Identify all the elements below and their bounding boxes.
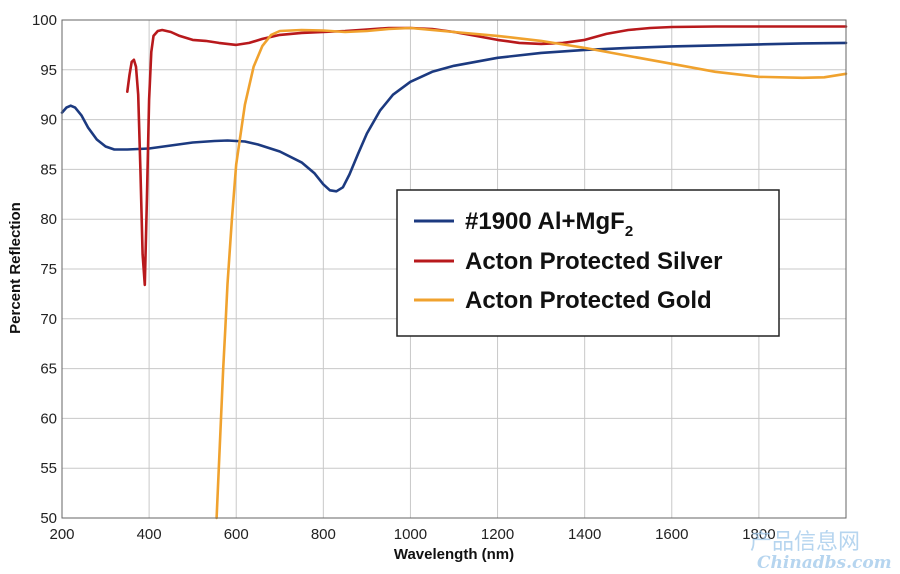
watermark-site: Chinadbs.com	[757, 553, 892, 573]
series-line-protected-gold	[215, 26, 848, 520]
y-tick-label: 90	[40, 112, 57, 129]
legend-label-al-mgf2: #1900 Al+MgF2	[465, 208, 633, 240]
x-tick-label: 800	[311, 526, 336, 543]
y-tick-label: 85	[40, 161, 57, 178]
y-tick-label: 65	[40, 361, 57, 378]
x-tick-label: 1600	[655, 526, 688, 543]
series-line-al-mgf2	[60, 41, 848, 193]
y-tick-label: 50	[40, 510, 57, 527]
tick-labels: 200 400 600 800 1000 1200 1400 1600 1800 50 55 60 65…	[32, 12, 776, 543]
y-tick-label: 75	[40, 261, 57, 278]
legend-label-al-mgf2-subscript: 2	[625, 223, 633, 240]
x-tick-label: 1400	[568, 526, 601, 543]
watermark: 产品信息网 Chinadbs.com	[750, 530, 892, 573]
x-tick-label: 200	[49, 526, 74, 543]
x-axis-title: Wavelength (nm)	[394, 546, 514, 563]
plot-frame	[61, 19, 847, 519]
y-axis-title: Percent Reflection	[7, 202, 24, 334]
y-tick-label: 55	[40, 460, 57, 477]
x-tick-label: 1000	[394, 526, 427, 543]
y-tick-label: 95	[40, 62, 57, 79]
legend: #1900 Al+MgF2 Acton Protected Silver Act…	[396, 189, 780, 337]
y-tick-label: 80	[40, 211, 57, 228]
x-tick-label: 1800	[742, 526, 775, 543]
y-tick-label: 70	[40, 311, 57, 328]
legend-label-protected-silver: Acton Protected Silver	[465, 248, 722, 275]
x-tick-label: 400	[137, 526, 162, 543]
legend-box	[396, 189, 780, 337]
y-tick-label: 100	[32, 12, 57, 29]
legend-label-al-mgf2-main: #1900 Al+MgF	[465, 208, 625, 235]
legend-label-protected-gold: Acton Protected Gold	[465, 287, 712, 314]
y-tick-label: 60	[40, 410, 57, 427]
x-tick-label: 1200	[481, 526, 514, 543]
watermark-chinese: 产品信息网	[750, 530, 860, 555]
series-lines	[60, 25, 848, 520]
x-tick-label: 600	[224, 526, 249, 543]
